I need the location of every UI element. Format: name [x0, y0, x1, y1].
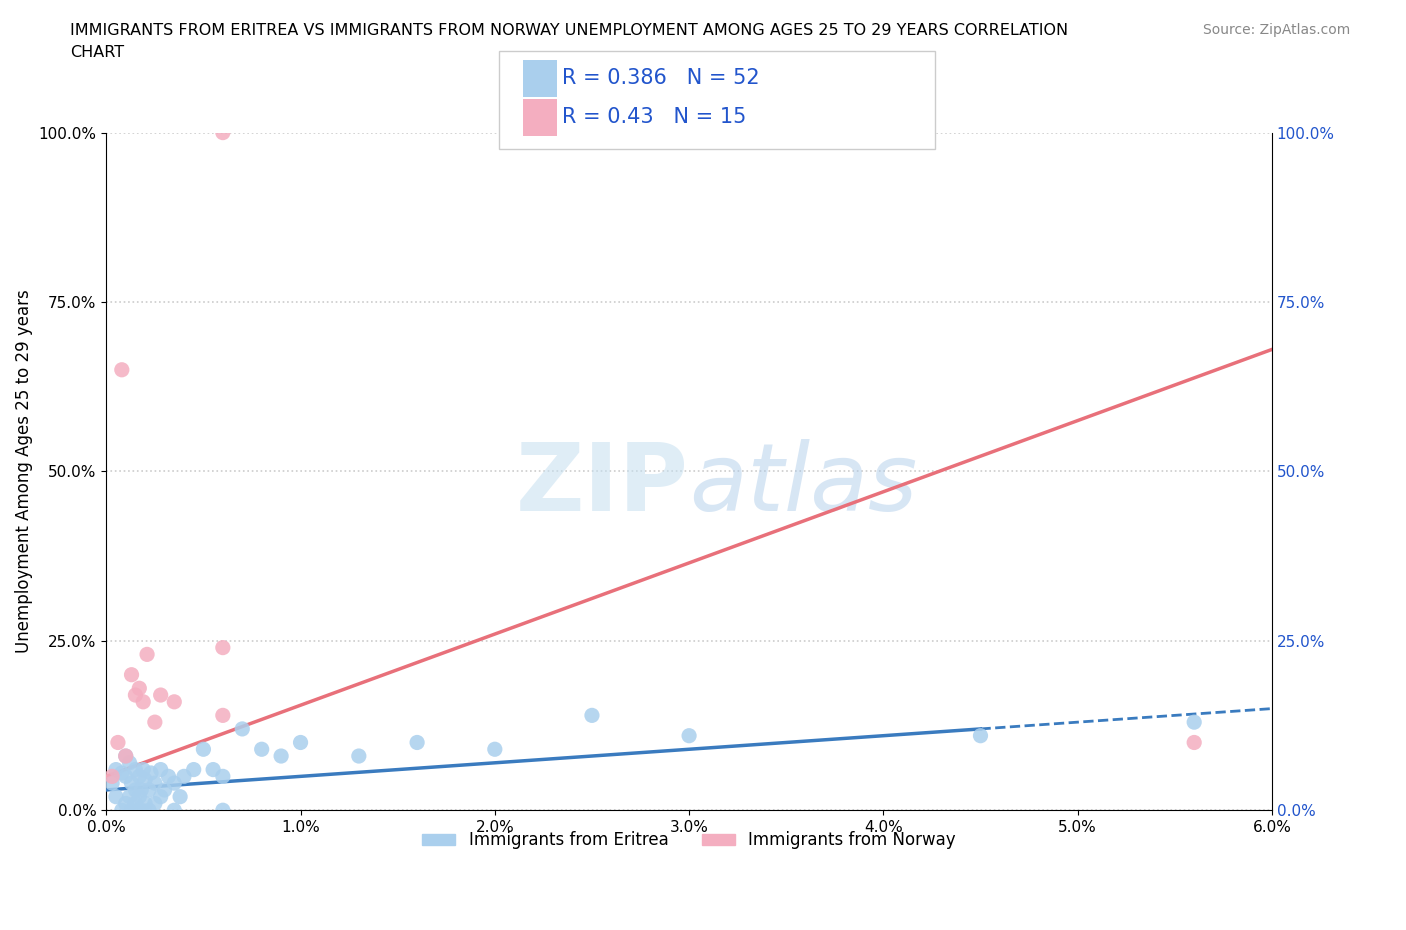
Point: [157, 769, 180, 784]
Text: Source: ZipAtlas.com: Source: ZipAtlas.com: [1202, 23, 1350, 37]
Point: [111, 803, 134, 817]
Point: [969, 728, 991, 743]
Point: [128, 681, 150, 696]
Point: [118, 755, 141, 770]
Point: [183, 763, 205, 777]
Point: [101, 776, 124, 790]
Text: R = 0.386   N = 52: R = 0.386 N = 52: [562, 68, 761, 88]
Point: [114, 796, 136, 811]
Point: [132, 695, 155, 710]
Point: [1182, 715, 1205, 730]
Point: [114, 749, 136, 764]
Point: [104, 790, 127, 804]
Point: [129, 782, 152, 797]
Point: [173, 769, 195, 784]
Point: [211, 803, 233, 817]
Point: [581, 708, 603, 723]
Point: [128, 790, 150, 804]
Point: [149, 687, 172, 702]
Point: [138, 803, 160, 817]
Point: [169, 790, 191, 804]
Point: [153, 782, 176, 797]
Point: [1182, 735, 1205, 750]
Point: [290, 735, 312, 750]
Point: [270, 749, 292, 764]
Point: [143, 715, 166, 730]
Point: [124, 763, 146, 777]
Point: [211, 640, 233, 655]
Point: [678, 728, 700, 743]
Text: atlas: atlas: [689, 440, 917, 530]
Point: [132, 763, 155, 777]
Point: [107, 735, 129, 750]
Point: [129, 803, 152, 817]
Point: [134, 796, 156, 811]
Point: [143, 776, 166, 790]
Point: [121, 803, 143, 817]
Text: ZIP: ZIP: [516, 439, 689, 531]
Point: [484, 742, 506, 757]
Point: [118, 790, 141, 804]
Point: [111, 765, 134, 780]
Point: [127, 803, 149, 817]
Point: [211, 769, 233, 784]
Legend: Immigrants from Eritrea, Immigrants from Norway: Immigrants from Eritrea, Immigrants from…: [415, 825, 963, 857]
Point: [124, 782, 146, 797]
Point: [136, 647, 159, 662]
Point: [163, 695, 186, 710]
Text: CHART: CHART: [70, 45, 124, 60]
Point: [124, 687, 146, 702]
Point: [134, 772, 156, 787]
Point: [111, 363, 134, 378]
Point: [250, 742, 273, 757]
Point: [138, 782, 160, 797]
Text: IMMIGRANTS FROM ERITREA VS IMMIGRANTS FROM NORWAY UNEMPLOYMENT AMONG AGES 25 TO : IMMIGRANTS FROM ERITREA VS IMMIGRANTS FR…: [70, 23, 1069, 38]
Point: [231, 722, 253, 737]
Point: [193, 742, 215, 757]
Point: [114, 749, 136, 764]
Point: [211, 126, 233, 140]
Point: [211, 708, 233, 723]
Text: R = 0.43   N = 15: R = 0.43 N = 15: [562, 107, 747, 127]
Point: [143, 796, 166, 811]
Point: [202, 763, 225, 777]
Point: [114, 769, 136, 784]
Point: [124, 796, 146, 811]
Point: [163, 803, 186, 817]
Point: [139, 765, 162, 780]
Point: [101, 769, 124, 784]
Point: [163, 776, 186, 790]
Point: [128, 769, 150, 784]
Point: [406, 735, 429, 750]
Point: [121, 776, 143, 790]
Point: [347, 749, 370, 764]
Point: [121, 668, 143, 683]
Y-axis label: Unemployment Among Ages 25 to 29 years: Unemployment Among Ages 25 to 29 years: [15, 289, 32, 653]
Point: [149, 763, 172, 777]
Point: [104, 763, 127, 777]
Point: [149, 790, 172, 804]
